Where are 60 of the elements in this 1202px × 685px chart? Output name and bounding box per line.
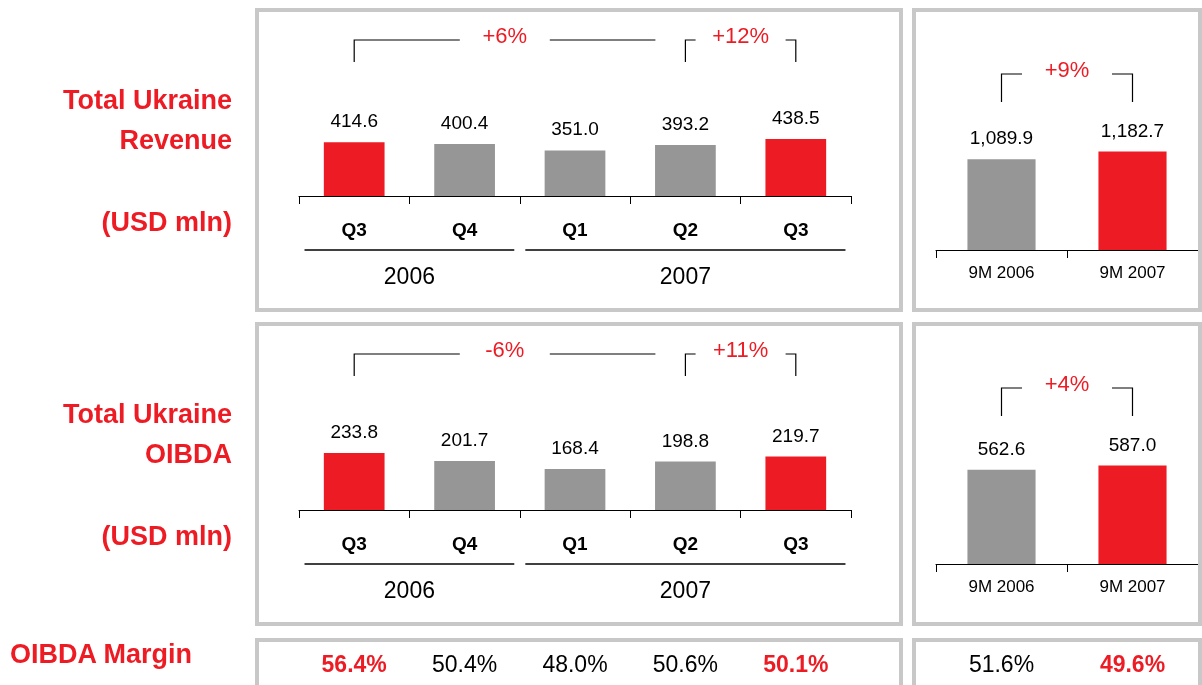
- chart-title: Total Ukraine Revenue: [61, 84, 232, 157]
- text: 2006: [383, 262, 435, 290]
- data-label: 587.0: [1108, 433, 1157, 455]
- text: +6%: [482, 23, 528, 49]
- x-tick-label: Q2: [672, 533, 699, 554]
- text: 48.0%: [542, 650, 608, 678]
- data-label: 198.8: [661, 429, 710, 451]
- data-label: 562.6: [977, 437, 1026, 459]
- data-label: 201.7: [440, 428, 489, 450]
- bar: [544, 469, 606, 510]
- data-label: 1,089.9: [969, 127, 1034, 149]
- text: +4%: [1044, 371, 1090, 397]
- text: 50.4%: [431, 650, 498, 678]
- data-label: 1,182.7: [1100, 119, 1165, 141]
- text: +11%: [712, 337, 769, 363]
- data-label: 393.2: [661, 112, 710, 134]
- bar: [765, 139, 827, 196]
- text: 50.1%: [763, 650, 829, 678]
- x-tick-label: Q3: [341, 219, 367, 240]
- bar: [323, 142, 385, 196]
- x-tick-label: Q1: [562, 533, 589, 554]
- bar: [323, 453, 385, 510]
- text: +9%: [1044, 57, 1090, 83]
- text: +12%: [712, 23, 770, 49]
- bar: [765, 456, 827, 510]
- x-tick-label: 9M 2006: [968, 577, 1035, 596]
- text: 51.6%: [968, 650, 1035, 678]
- text: 56.4%: [321, 650, 387, 678]
- y-axis-title: (USD mln): [100, 206, 232, 239]
- data-label: 400.4: [440, 112, 489, 134]
- x-tick-label: Q1: [562, 219, 589, 240]
- text: 2007: [659, 262, 711, 290]
- text: -6%: [485, 337, 525, 363]
- bar: [434, 144, 495, 196]
- data-label: 219.7: [772, 424, 820, 446]
- chart-title: Total Ukraine OIBDA: [61, 398, 232, 471]
- data-label: 168.4: [551, 437, 600, 458]
- x-tick-label: Q2: [672, 219, 699, 240]
- x-tick-label: 9M 2006: [968, 263, 1035, 282]
- data-label: 414.6: [330, 110, 378, 132]
- x-tick-label: 9M 2007: [1099, 577, 1166, 596]
- text: OIBDA Margin: [10, 638, 193, 671]
- text: 2006: [383, 576, 435, 604]
- data-label: 233.8: [330, 421, 378, 443]
- x-tick-label: Q4: [451, 219, 478, 240]
- x-tick-label: 9M 2007: [1099, 263, 1166, 282]
- x-tick-label: Q3: [783, 533, 809, 554]
- bar: [544, 150, 606, 196]
- bar: [434, 460, 495, 510]
- bar: [655, 144, 716, 196]
- text: 50.6%: [652, 650, 718, 678]
- x-tick-label: Q4: [451, 533, 478, 554]
- x-tick-label: Q3: [783, 219, 809, 240]
- bar: [655, 461, 716, 510]
- y-axis-title: (USD mln): [100, 520, 232, 553]
- x-tick-label: Q3: [341, 533, 367, 554]
- text: 49.6%: [1099, 650, 1166, 678]
- text: 2007: [659, 576, 711, 604]
- data-label: 438.5: [772, 107, 820, 129]
- data-label: 351.0: [551, 118, 599, 140]
